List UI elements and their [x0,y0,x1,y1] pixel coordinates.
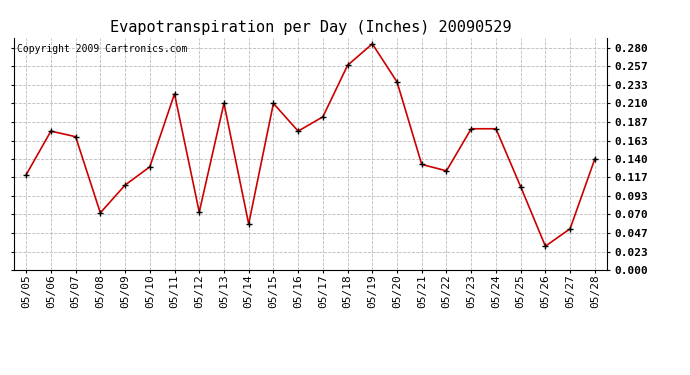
Text: Copyright 2009 Cartronics.com: Copyright 2009 Cartronics.com [17,45,187,54]
Title: Evapotranspiration per Day (Inches) 20090529: Evapotranspiration per Day (Inches) 2009… [110,20,511,35]
